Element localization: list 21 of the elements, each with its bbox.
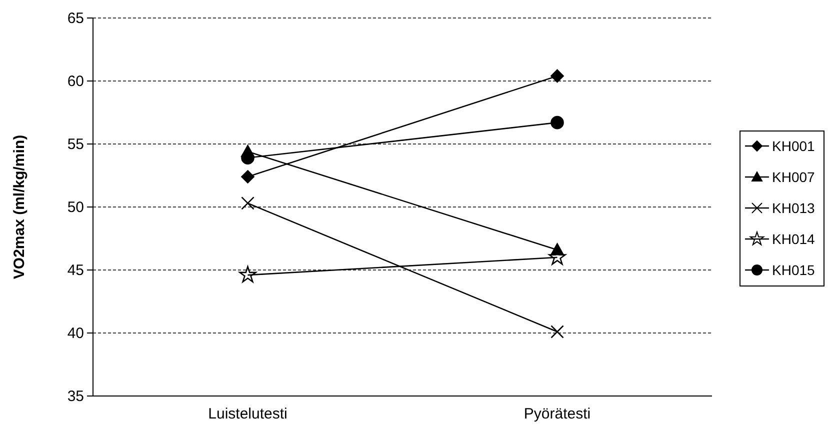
- legend-label: KH015: [772, 262, 816, 278]
- x-tick-label: Pyörätesti: [524, 406, 591, 422]
- point: [550, 325, 564, 338]
- legend-label: KH013: [772, 200, 816, 216]
- y-tick-label: 35: [67, 388, 84, 405]
- y-tick-label: 45: [67, 262, 84, 279]
- point: [550, 116, 564, 130]
- legend-label: KH001: [772, 138, 816, 154]
- x-tick-label: Luistelutesti: [208, 406, 288, 422]
- point: [241, 196, 254, 210]
- y-tick-label: 60: [67, 72, 84, 90]
- point: [241, 170, 254, 184]
- y-tick-label: 55: [67, 136, 84, 153]
- y-axis-title: VO2max (ml/kg/min): [11, 134, 28, 280]
- y-tick-label: 50: [67, 198, 84, 216]
- point: [550, 69, 564, 83]
- y-tick-label: 40: [67, 324, 84, 342]
- legend-label: KH007: [772, 169, 816, 185]
- point: [239, 266, 256, 282]
- legend-label: KH014: [772, 231, 816, 247]
- y-tick-label: 65: [67, 10, 84, 27]
